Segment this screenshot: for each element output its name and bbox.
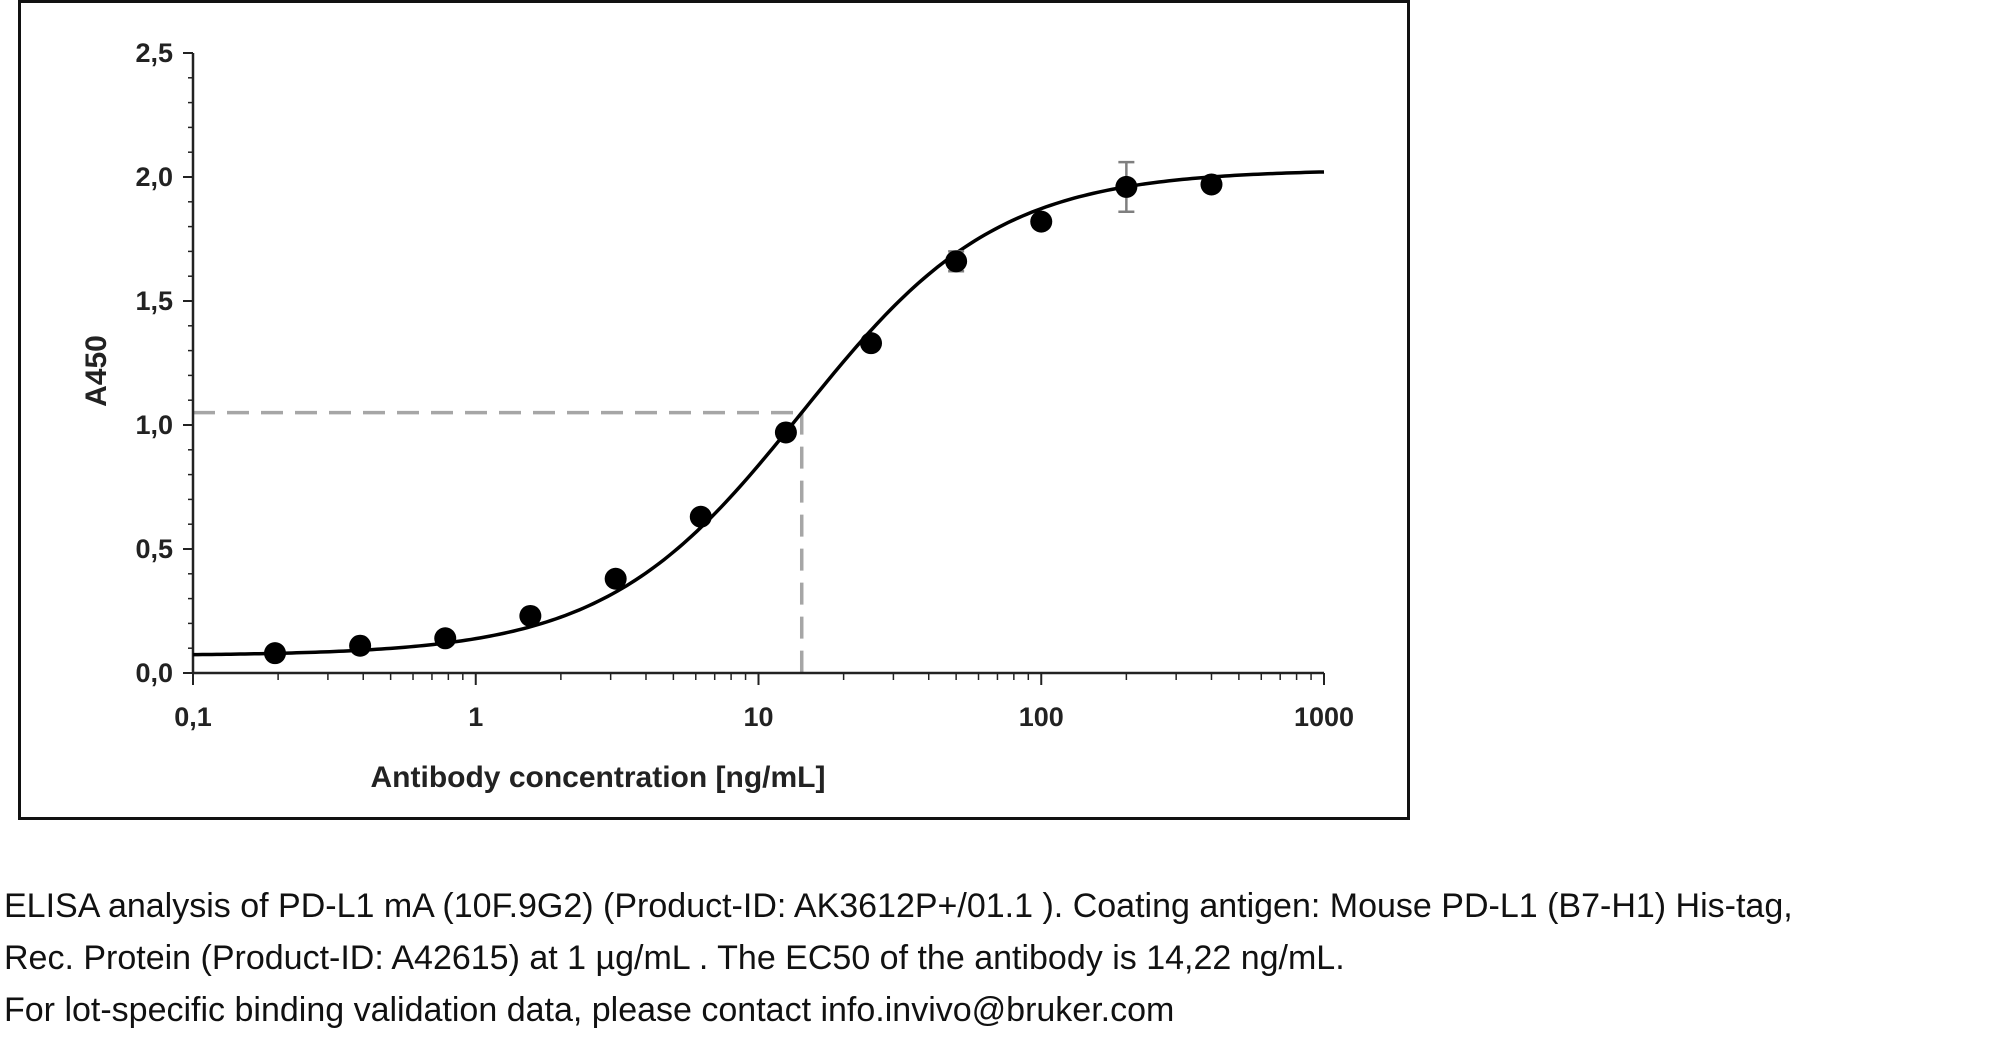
caption-line-3: For lot-specific binding validation data… xyxy=(4,991,1175,1029)
y-tick-label: 1,5 xyxy=(135,286,173,316)
x-tick-label: 1 xyxy=(468,702,483,732)
x-tick-label: 10 xyxy=(743,702,773,732)
data-point xyxy=(604,567,627,590)
y-tick-label: 0,0 xyxy=(135,658,173,688)
x-axis-title: Antibody concentration [ng/mL] xyxy=(371,761,826,794)
data-points-layer xyxy=(264,160,1223,665)
data-point xyxy=(774,421,797,444)
data-point xyxy=(1030,210,1053,233)
data-point xyxy=(1115,175,1138,198)
caption-line-1: ELISA analysis of PD-L1 mA (10F.9G2) (Pr… xyxy=(4,887,1793,925)
data-point xyxy=(689,505,712,528)
y-tick-label: 2,0 xyxy=(135,162,173,192)
data-point xyxy=(264,642,287,665)
x-tick-label: 0,1 xyxy=(174,702,212,732)
y-axis-title: A450 xyxy=(80,335,113,407)
x-tick-label: 100 xyxy=(1019,702,1064,732)
y-tick-label: 1,0 xyxy=(135,410,173,440)
data-point xyxy=(434,627,457,650)
data-point xyxy=(860,332,883,355)
elisa-binding-chart: 0,0 0,5 1,0 1,5 2,0 2,5 0,1 1 10 100 1000 Antibody… xyxy=(80,38,1354,794)
chart-axes: 0,0 0,5 1,0 1,5 2,0 2,5 0,1 1 10 100 1000 xyxy=(135,38,1354,732)
data-point xyxy=(945,250,968,273)
chart-frame: 0,0 0,5 1,0 1,5 2,0 2,5 0,1 1 10 100 1000 Antibody… xyxy=(18,0,1410,820)
data-point xyxy=(1200,173,1223,196)
y-tick-label: 2,5 xyxy=(135,38,173,68)
data-point xyxy=(519,604,542,627)
y-tick-label: 0,5 xyxy=(135,534,173,564)
caption-line-2: Rec. Protein (Product-ID: A42615) at 1 µ… xyxy=(4,939,1345,977)
figure-caption: ELISA analysis of PD-L1 mA (10F.9G2) (Pr… xyxy=(4,880,1994,1036)
ec50-guide-lines xyxy=(193,410,804,673)
x-tick-label: 1000 xyxy=(1294,702,1354,732)
data-point xyxy=(349,634,372,657)
